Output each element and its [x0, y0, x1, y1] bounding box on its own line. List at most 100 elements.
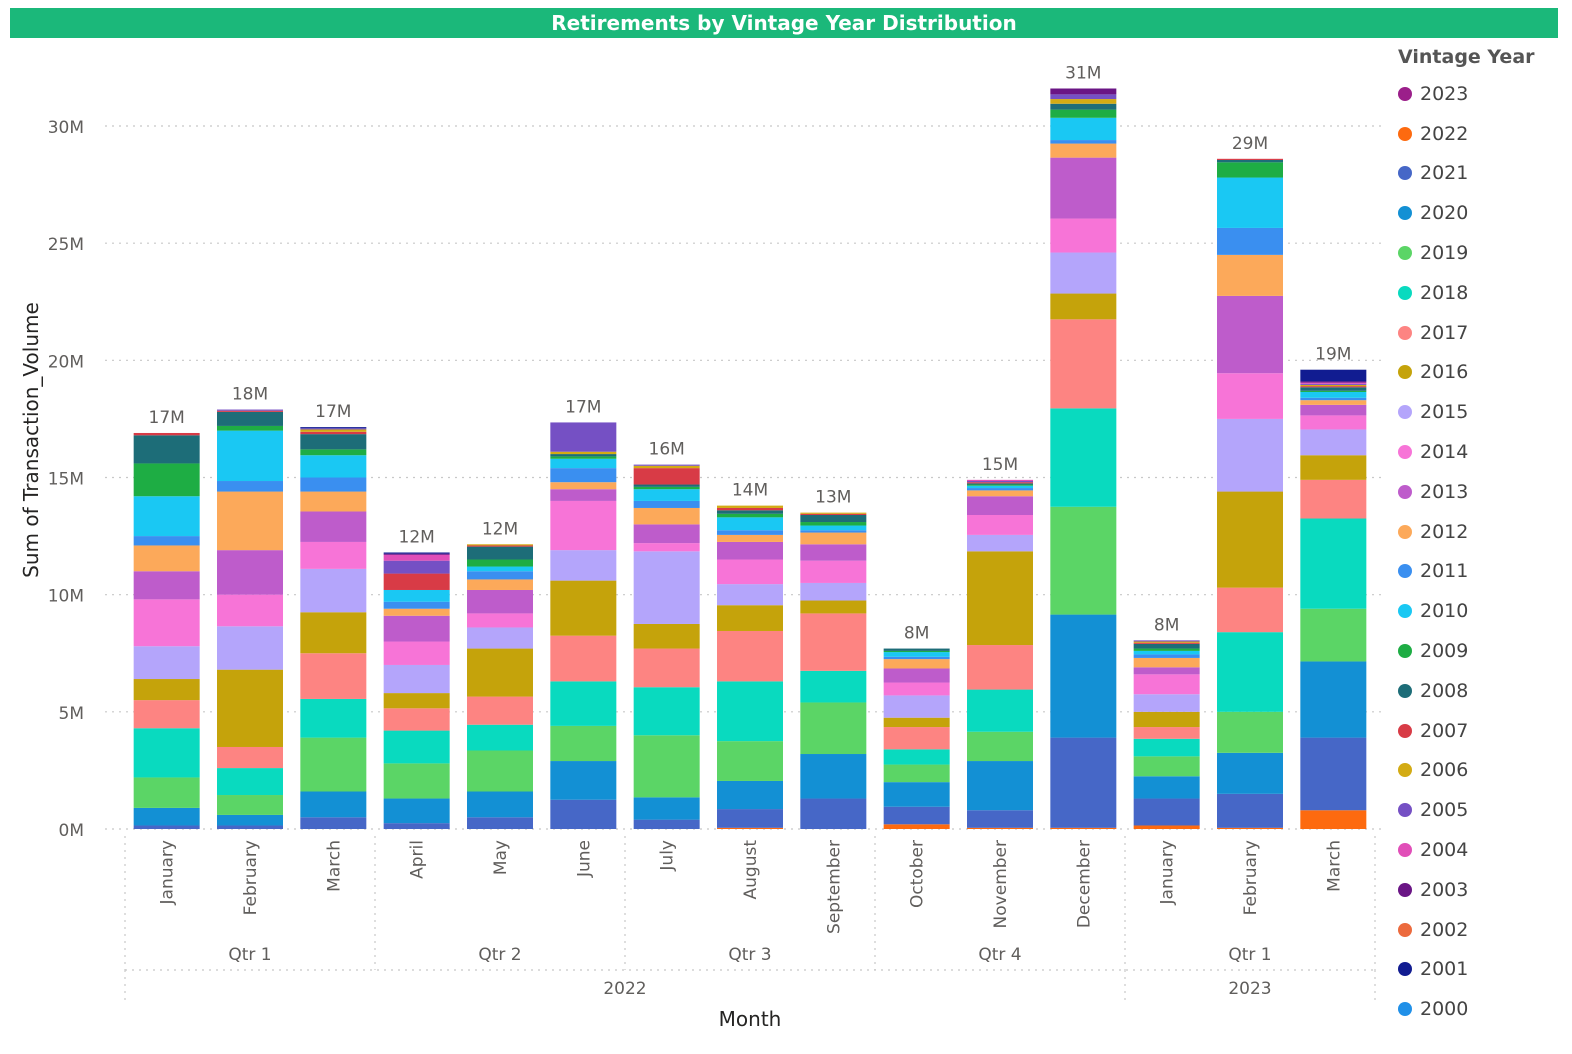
bar-segment-2021[interactable]: [800, 798, 867, 829]
bar-segment-2022[interactable]: [1217, 827, 1283, 829]
bar-segment-2018[interactable]: [467, 724, 533, 751]
bar-segment-2008[interactable]: [883, 648, 950, 651]
bar-segment-2001[interactable]: [383, 552, 450, 554]
bar-segment-2021[interactable]: [633, 819, 700, 829]
bar-segment-2014[interactable]: [1217, 373, 1283, 419]
legend-item-2005[interactable]: 2005: [1398, 790, 1568, 830]
bar-segment-2010[interactable]: [383, 589, 450, 602]
bar-segment-2004[interactable]: [383, 554, 450, 561]
bar-segment-2005[interactable]: [1300, 383, 1367, 385]
bar-segment-2008[interactable]: [633, 484, 700, 487]
bar-segment-2017[interactable]: [217, 746, 283, 769]
legend-item-2020[interactable]: 2020: [1398, 193, 1568, 233]
legend-item-2022[interactable]: 2022: [1398, 114, 1568, 154]
bar-segment-2017[interactable]: [1050, 319, 1117, 409]
bar-segment-2007[interactable]: [1300, 386, 1367, 388]
bar-segment-2014[interactable]: [550, 500, 617, 551]
bar-segment-2021[interactable]: [133, 825, 200, 829]
bar-segment-2017[interactable]: [1217, 587, 1283, 633]
bar-segment-2005[interactable]: [633, 464, 700, 466]
bar-segment-2018[interactable]: [1300, 518, 1367, 609]
bar-segment-2015[interactable]: [1050, 252, 1117, 294]
bar-segment-2020[interactable]: [1133, 776, 1200, 799]
bar-segment-2010[interactable]: [1133, 650, 1200, 655]
bar-segment-2008[interactable]: [467, 546, 533, 560]
bar-segment-2018[interactable]: [883, 749, 950, 765]
bar-segment-2020[interactable]: [633, 797, 700, 820]
bar-segment-2016[interactable]: [300, 612, 367, 654]
bar-segment-2010[interactable]: [550, 458, 617, 469]
legend-item-2006[interactable]: 2006: [1398, 751, 1568, 791]
bar-segment-2008[interactable]: [1133, 643, 1200, 649]
bar-segment-2015[interactable]: [717, 584, 783, 606]
bar-segment-2012[interactable]: [883, 659, 950, 669]
bar-segment-2022[interactable]: [1133, 825, 1200, 829]
bar-segment-2016[interactable]: [1050, 293, 1117, 320]
bar-segment-2011[interactable]: [133, 536, 200, 546]
bar-segment-2013[interactable]: [383, 615, 450, 642]
bar-segment-2004[interactable]: [1300, 382, 1367, 384]
bar-segment-2012[interactable]: [133, 545, 200, 572]
bar-segment-2019[interactable]: [1300, 608, 1367, 662]
bar-segment-2001[interactable]: [1300, 369, 1367, 382]
bar-segment-2016[interactable]: [717, 605, 783, 631]
bar-segment-2012[interactable]: [467, 579, 533, 590]
bar-segment-2010[interactable]: [800, 525, 867, 531]
bar-segment-2010[interactable]: [967, 485, 1033, 489]
bar-segment-2007[interactable]: [133, 432, 200, 436]
bar-segment-2007[interactable]: [300, 431, 367, 435]
bar-segment-2007[interactable]: [717, 507, 783, 511]
bar-segment-2008[interactable]: [1050, 103, 1117, 110]
bar-segment-2018[interactable]: [1133, 738, 1200, 757]
bar-segment-2016[interactable]: [800, 600, 867, 614]
bar-segment-2015[interactable]: [800, 582, 867, 601]
bar-segment-2001[interactable]: [300, 427, 367, 429]
bar-segment-2017[interactable]: [300, 653, 367, 699]
bar-segment-2005[interactable]: [300, 428, 367, 430]
bar-segment-2021[interactable]: [967, 810, 1033, 828]
legend-item-2010[interactable]: 2010: [1398, 591, 1568, 631]
bar-segment-2019[interactable]: [217, 795, 283, 815]
bar-segment-2017[interactable]: [883, 727, 950, 750]
bar-segment-2011[interactable]: [1133, 654, 1200, 658]
bar-segment-2019[interactable]: [633, 735, 700, 798]
bar-segment-2010[interactable]: [300, 455, 367, 478]
bar-segment-2022[interactable]: [967, 827, 1033, 829]
bar-segment-2017[interactable]: [717, 630, 783, 682]
bar-segment-2013[interactable]: [300, 511, 367, 542]
bar-segment-2019[interactable]: [133, 777, 200, 808]
bar-segment-2009[interactable]: [883, 650, 950, 653]
bar-segment-2020[interactable]: [967, 761, 1033, 811]
bar-segment-2014[interactable]: [467, 613, 533, 628]
bar-segment-2008[interactable]: [550, 454, 617, 457]
bar-segment-2010[interactable]: [1217, 177, 1283, 228]
legend-item-2019[interactable]: 2019: [1398, 233, 1568, 273]
bar-segment-2007[interactable]: [1217, 158, 1283, 160]
legend-item-2018[interactable]: 2018: [1398, 273, 1568, 313]
legend-item-2015[interactable]: 2015: [1398, 392, 1568, 432]
bar-segment-2016[interactable]: [967, 551, 1033, 646]
bar-segment-2011[interactable]: [1217, 227, 1283, 255]
bar-segment-2005[interactable]: [550, 422, 617, 452]
bar-segment-2009[interactable]: [1217, 162, 1283, 178]
bar-segment-2012[interactable]: [1217, 254, 1283, 296]
bar-segment-2014[interactable]: [300, 541, 367, 569]
bar-segment-2009[interactable]: [1300, 390, 1367, 392]
bar-segment-2016[interactable]: [550, 580, 617, 636]
bar-segment-2018[interactable]: [383, 730, 450, 764]
bar-segment-2013[interactable]: [1133, 667, 1200, 675]
bar-segment-2014[interactable]: [883, 682, 950, 696]
bar-segment-2013[interactable]: [1300, 404, 1367, 416]
bar-segment-2013[interactable]: [133, 571, 200, 600]
bar-segment-2020[interactable]: [300, 791, 367, 818]
bar-segment-2011[interactable]: [717, 530, 783, 535]
legend-item-2021[interactable]: 2021: [1398, 154, 1568, 194]
bar-segment-2019[interactable]: [1050, 506, 1117, 615]
legend-item-2017[interactable]: 2017: [1398, 313, 1568, 353]
bar-segment-2008[interactable]: [300, 434, 367, 450]
bar-segment-2021[interactable]: [1300, 737, 1367, 811]
bar-segment-2019[interactable]: [883, 764, 950, 783]
legend-item-2012[interactable]: 2012: [1398, 512, 1568, 552]
bar-segment-2014[interactable]: [717, 559, 783, 585]
bar-segment-2019[interactable]: [467, 750, 533, 792]
